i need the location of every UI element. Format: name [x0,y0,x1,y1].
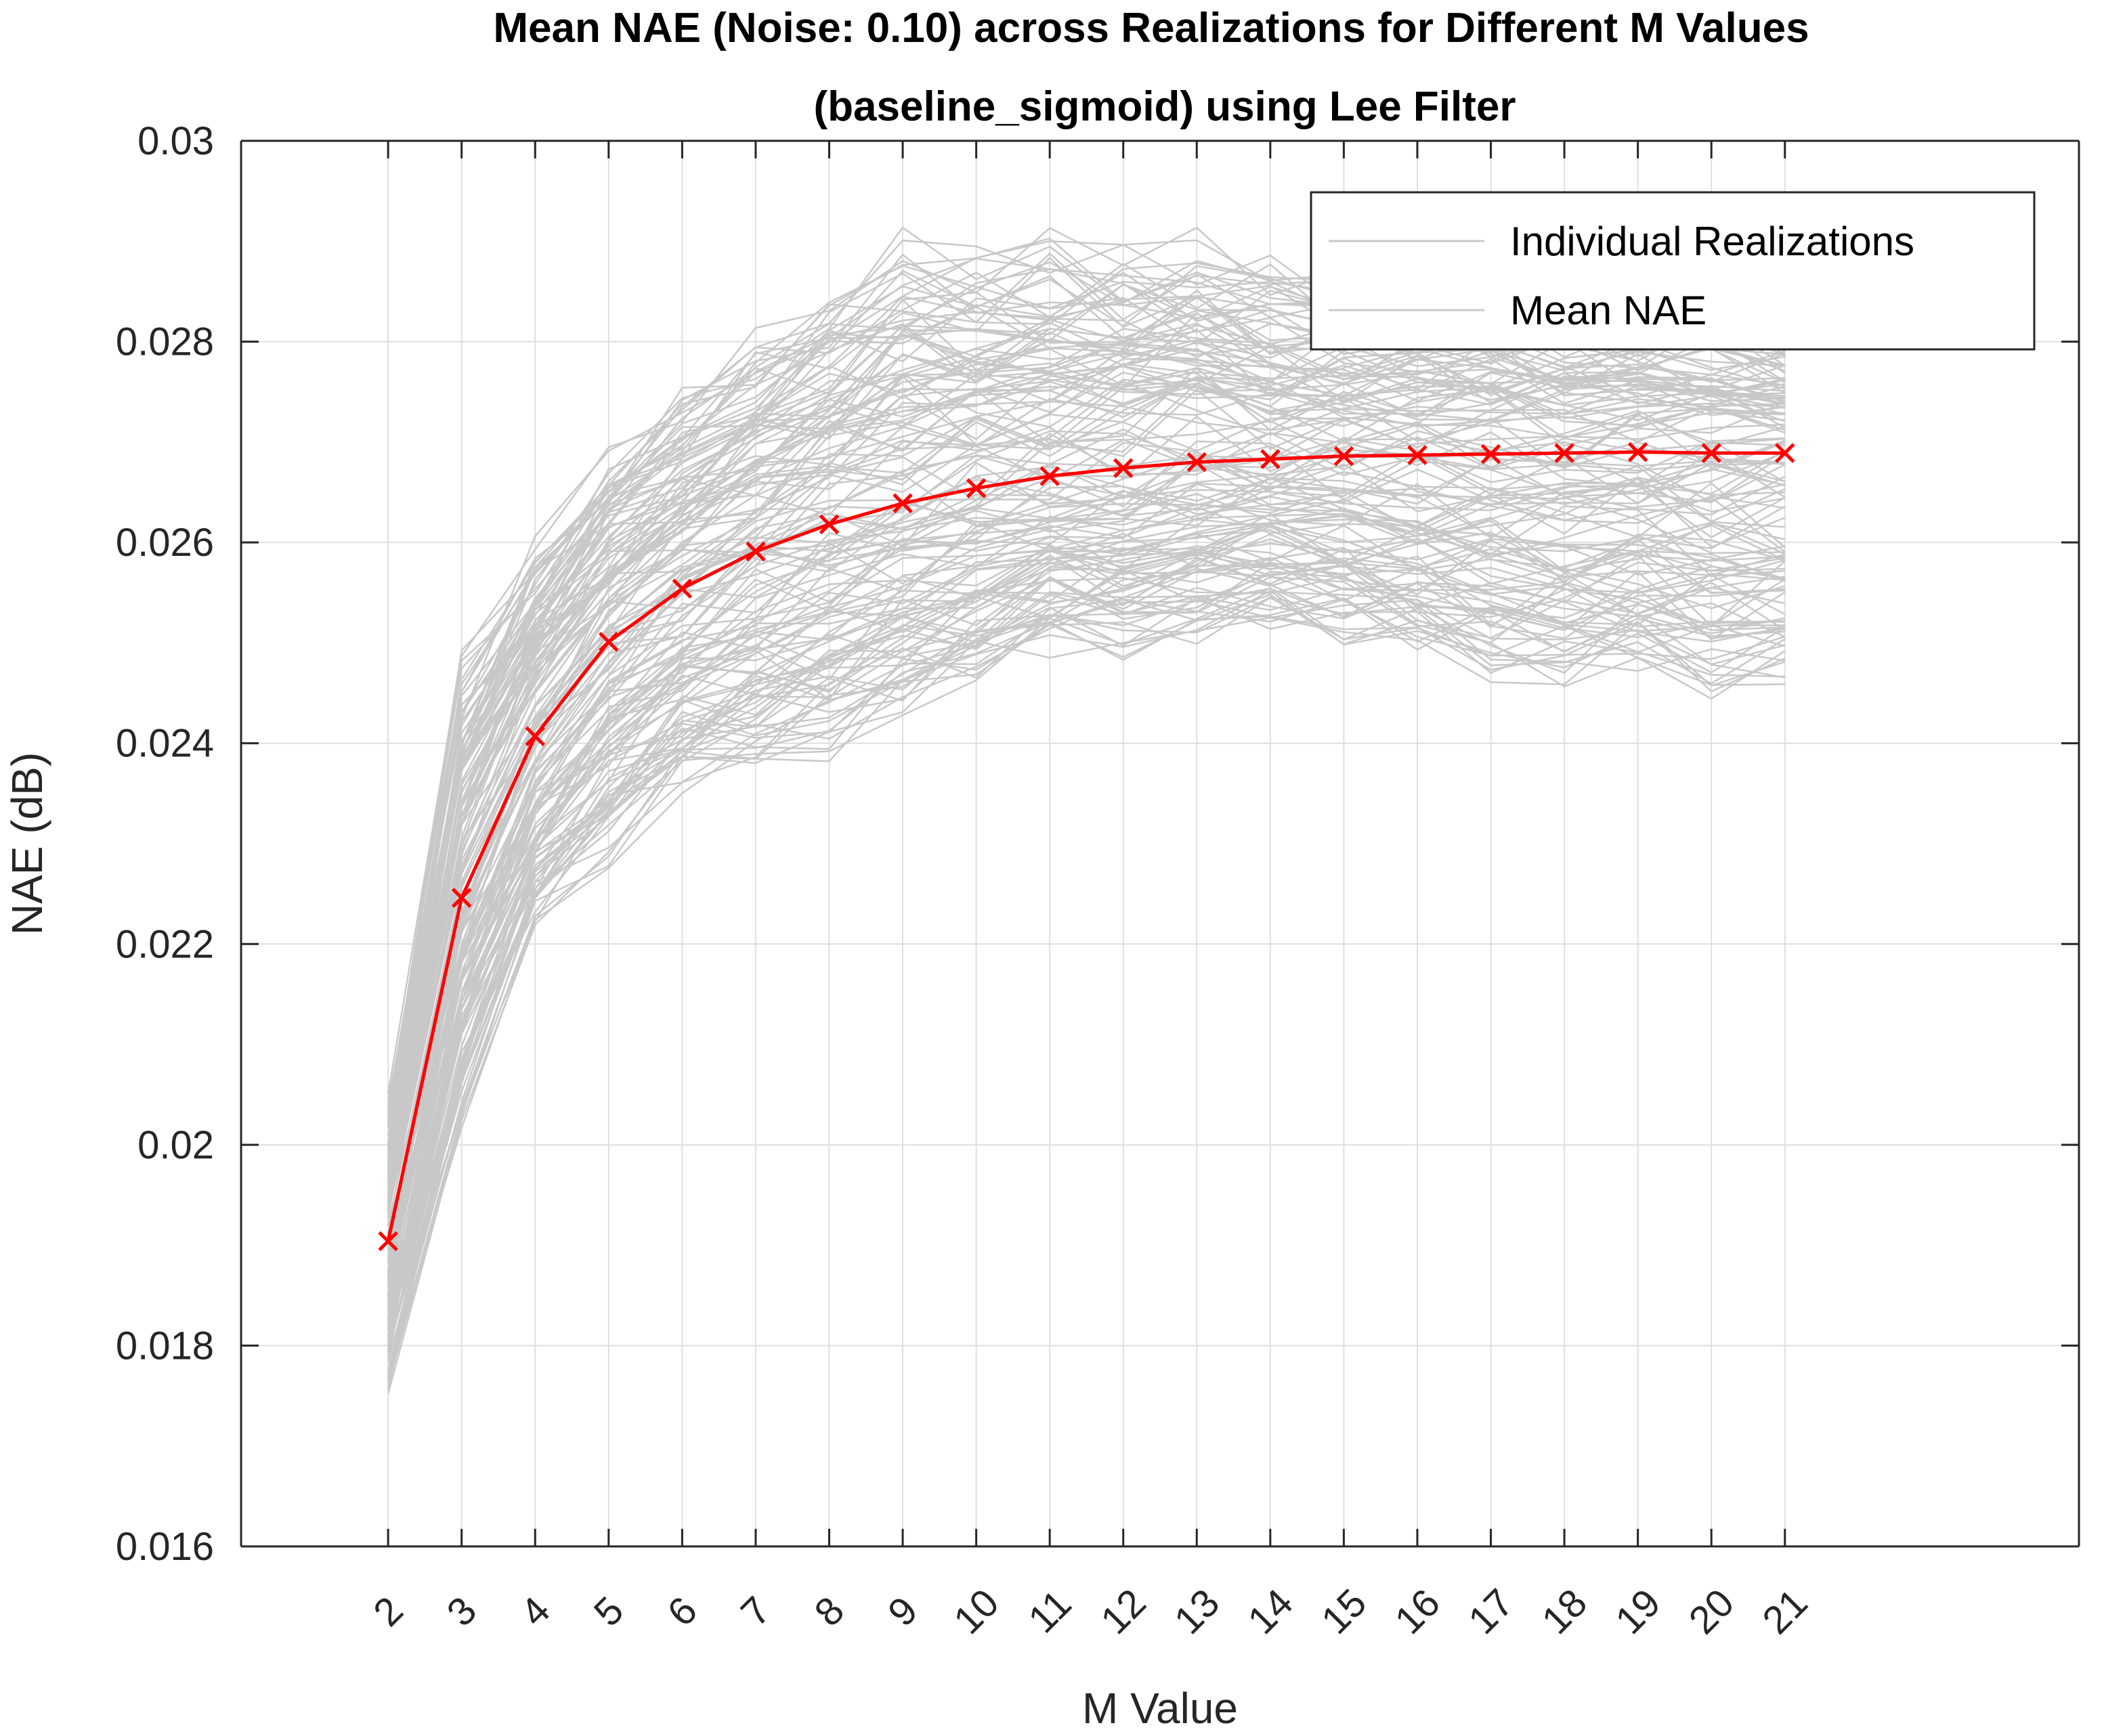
mean-series [378,441,1795,1251]
mean-nae-marker [1627,441,1648,462]
realization-line [387,440,1786,1242]
mean-nae-marker [1701,443,1721,463]
y-axis-label: NAE (dB) [3,752,51,935]
mean-nae-marker [525,726,546,747]
realization-line [387,596,1786,1391]
mean-nae-marker [672,578,693,599]
mean-nae-marker [966,478,987,498]
realization-line [387,599,1785,1353]
realization-line [387,521,1786,1289]
axes [240,139,2080,1548]
mean-nae-marker [1039,466,1060,487]
realization-line [387,564,1785,1346]
realization-line [387,587,1786,1360]
y-tick-label: 0.02 [137,1123,214,1167]
realization-line [387,557,1786,1326]
realization-line [387,590,1786,1395]
mean-nae-marker [1113,458,1134,479]
realization-line [387,513,1786,1323]
realization-line [387,598,1786,1380]
y-tick-label: 0.03 [137,119,214,163]
chart-title-line-1: Mean NAE (Noise: 0.10) across Realizatio… [493,5,1809,51]
realization-line [387,586,1785,1347]
mean-nae-marker [599,632,619,652]
realization-line [387,445,1786,1234]
realization-line [387,370,1785,1174]
legend-entry-realizations: Individual Realizations [1510,219,1914,264]
mean-nae-marker [1480,443,1501,464]
y-tick-label: 0.026 [116,521,214,565]
realization-line [387,381,1785,1198]
mean-nae-marker [1407,445,1428,465]
realization-line [387,451,1786,1241]
realization-line [387,363,1785,1182]
realization-line [387,376,1786,1186]
realization-line [387,571,1786,1350]
y-tick-label: 0.022 [116,922,214,966]
realization-line [387,476,1785,1245]
y-tick-label: 0.028 [116,320,214,364]
mean-nae-marker [1774,443,1795,463]
realization-line [387,548,1785,1342]
grid-lines [241,140,2079,1547]
realization-line [387,469,1786,1281]
mean-nae-marker [819,514,840,535]
realization-line [387,591,1786,1378]
y-tick-label: 0.016 [116,1525,214,1569]
realization-line [387,341,1785,1163]
legend: Individual Realizations Mean NAE [1310,191,2036,351]
realization-line [387,338,1786,1177]
mean-nae-marker [1333,446,1354,466]
realization-line [387,538,1785,1330]
realization-line [387,517,1786,1302]
realization-line [387,437,1786,1226]
mean-nae-line [386,450,1785,1242]
realization-line [387,496,1785,1305]
realization-line [387,465,1786,1259]
mean-nae-marker [1260,449,1281,469]
realization-line [387,525,1786,1288]
realization-line [387,406,1786,1240]
y-tick-label: 0.024 [116,722,214,766]
realization-line [387,384,1785,1218]
realization-line [387,539,1785,1299]
realization-line [387,318,1786,1168]
realization-line [387,515,1785,1320]
legend-entry-mean: Mean NAE [1510,288,1707,333]
realization-line [387,462,1785,1265]
mean-nae-marker [451,888,472,908]
mean-nae-marker [378,1231,398,1251]
realization-line [387,379,1785,1206]
realization-line [387,382,1786,1234]
chart-title-line-2: (baseline_sigmoid) using Lee Filter [814,83,1516,130]
mean-nae-marker [746,541,766,562]
y-tick-label: 0.018 [116,1324,214,1368]
legend-box [1310,191,2036,351]
realization-line [387,521,1786,1297]
x-axis-label: M Value [1082,1684,1238,1733]
realization-line [387,532,1786,1317]
mean-nae-marker [1554,443,1574,463]
mean-nae-marker [893,493,913,514]
realization-line [387,289,1786,1169]
realization-line [387,483,1786,1252]
mean-nae-marker [1186,452,1207,473]
realization-line [387,415,1785,1245]
realization-line [387,499,1786,1286]
realization-line [387,365,1785,1174]
